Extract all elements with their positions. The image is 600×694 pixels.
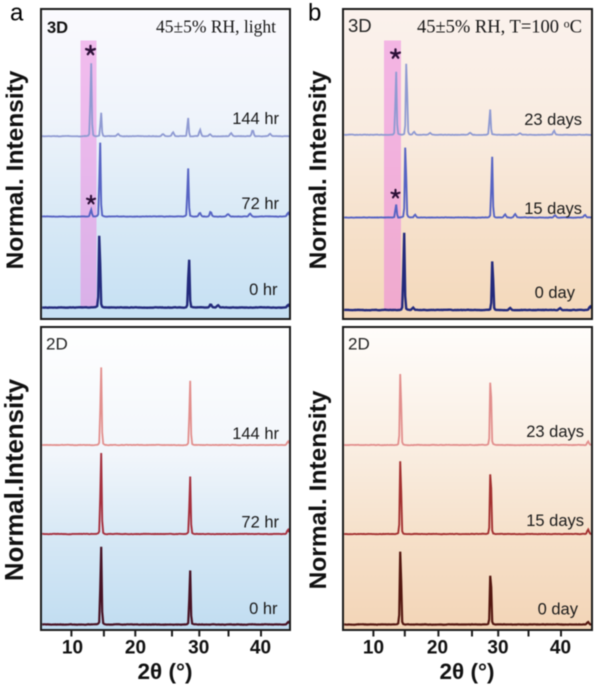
svg-text:10: 10 (363, 638, 384, 659)
svg-text:Normal.Intensity: Normal.Intensity (1, 378, 29, 581)
svg-text:40: 40 (250, 638, 271, 659)
svg-text:30: 30 (487, 638, 508, 659)
svg-text:0 hr: 0 hr (249, 600, 278, 618)
svg-text:144 hr: 144 hr (232, 425, 279, 443)
svg-text:45±5% RH, light: 45±5% RH, light (156, 17, 276, 37)
svg-text:3D: 3D (47, 19, 68, 37)
svg-text:15 days: 15 days (526, 512, 584, 530)
svg-text:72 hr: 72 hr (241, 195, 279, 213)
svg-text:45±5% RH, T=100 oC: 45±5% RH, T=100 oC (417, 17, 582, 38)
svg-text:Normal. Intensity: Normal. Intensity (2, 70, 29, 269)
svg-text:a: a (10, 0, 24, 27)
svg-text:Normal. Intensity: Normal. Intensity (305, 390, 332, 589)
svg-text:2θ (°): 2θ (°) (440, 659, 495, 684)
svg-text:0 hr: 0 hr (249, 281, 278, 299)
svg-text:30: 30 (188, 638, 209, 659)
svg-text:0 day: 0 day (535, 284, 576, 302)
svg-text:Normal. Intensity: Normal. Intensity (305, 70, 332, 269)
svg-text:20: 20 (125, 638, 146, 659)
svg-text:72 hr: 72 hr (241, 514, 279, 532)
svg-text:23 days: 23 days (524, 111, 582, 129)
svg-text:2D: 2D (46, 335, 68, 354)
svg-text:15 days: 15 days (524, 200, 582, 218)
svg-text:2D: 2D (348, 335, 370, 354)
svg-text:20: 20 (427, 638, 448, 659)
svg-text:b: b (308, 0, 321, 27)
svg-text:3D: 3D (348, 15, 372, 36)
svg-text:144 hr: 144 hr (232, 110, 279, 128)
svg-text:10: 10 (62, 638, 83, 659)
svg-text:40: 40 (550, 638, 571, 659)
svg-text:2θ (°): 2θ (°) (138, 659, 193, 684)
svg-text:0 day: 0 day (538, 601, 579, 619)
svg-text:23 days: 23 days (526, 423, 584, 441)
